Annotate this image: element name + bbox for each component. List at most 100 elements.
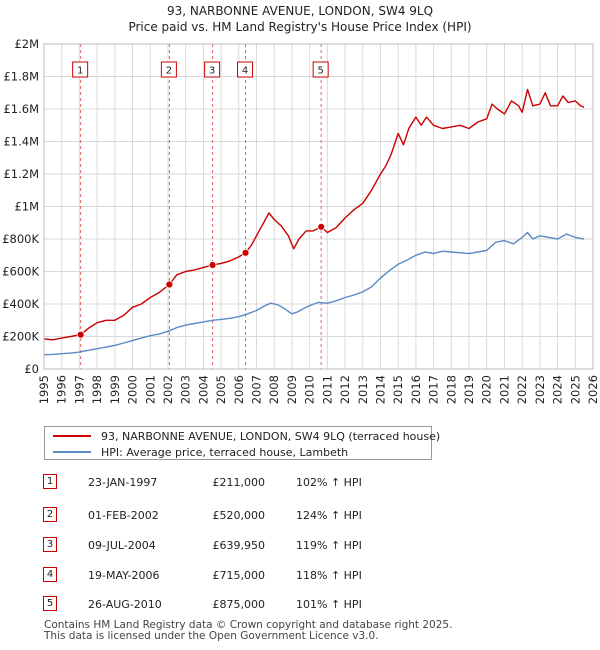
- sale-label-text: 2: [166, 66, 172, 77]
- x-tick-label: 2022: [515, 375, 529, 404]
- sale-price: £520,000: [212, 509, 266, 522]
- sale-price: £715,000: [212, 569, 266, 582]
- legend-item-property: 93, NARBONNE AVENUE, LONDON, SW4 9LQ (te…: [53, 428, 440, 444]
- sale-date: 09-JUL-2004: [88, 539, 156, 552]
- x-tick-label: 2014: [373, 375, 387, 404]
- sale-point: [208, 261, 217, 269]
- x-tick-label: 2021: [497, 375, 511, 404]
- x-tick-label: 1998: [90, 375, 104, 404]
- chart-subtitle: Price paid vs. HM Land Registry's House …: [128, 20, 471, 34]
- sale-label-box: [72, 61, 89, 78]
- plot-frame: [43, 43, 594, 370]
- x-tick-label: 2013: [356, 375, 370, 404]
- sale-number: 1: [43, 474, 57, 489]
- sale-price: £211,000: [212, 476, 266, 489]
- sale-label-text: 4: [242, 66, 248, 77]
- y-tick-label: £600K: [2, 265, 39, 279]
- x-tick-label: 2002: [161, 375, 175, 404]
- sale-date: 19-MAY-2006: [88, 569, 160, 582]
- sale-hpi: 124% ↑ HPI: [296, 509, 362, 522]
- x-tick-label: 1997: [72, 375, 86, 404]
- x-tick-label: 2011: [320, 375, 334, 404]
- x-tick-label: 2000: [126, 375, 140, 404]
- sale-number: 5: [43, 596, 57, 611]
- sale-hpi: 118% ↑ HPI: [296, 569, 362, 582]
- axes: £0 £200K £400K £600K £800K £1M £1.2M £1.4M £1.6M…: [2, 37, 600, 404]
- x-tick-label: 1996: [55, 375, 69, 404]
- x-tick-label: 2004: [196, 375, 210, 404]
- legend-swatch-hpi: [53, 451, 91, 453]
- sale-point: [76, 330, 85, 339]
- table-row: 4 19-MAY-2006 £715,000 118% ↑ HPI: [0, 567, 600, 587]
- property-price-line: [43, 88, 585, 341]
- chart-title: 93, NARBONNE AVENUE, LONDON, SW4 9LQ: [167, 4, 433, 18]
- y-tick-label: £1M: [14, 200, 39, 214]
- x-tick-label: 2020: [480, 375, 494, 404]
- x-tick-label: 2015: [391, 375, 405, 404]
- x-tick-label: 1999: [108, 375, 122, 404]
- x-tick-label: 2006: [232, 375, 246, 404]
- legend-label-hpi: HPI: Average price, terraced house, Lamb…: [101, 445, 349, 459]
- sale-price: £639,950: [212, 539, 266, 552]
- legend-item-hpi: HPI: Average price, terraced house, Lamb…: [53, 444, 348, 460]
- y-tick-label: £1.4M: [3, 135, 39, 149]
- x-tick-label: 2003: [179, 375, 193, 404]
- sale-date: 01-FEB-2002: [88, 509, 159, 522]
- x-tick-label: 2010: [303, 375, 317, 404]
- sale-number: 3: [43, 537, 57, 552]
- sale-date: 26-AUG-2010: [88, 598, 162, 611]
- y-tick-label: £200K: [2, 330, 39, 344]
- x-tick-label: 2012: [338, 375, 352, 404]
- x-tick-label: 2008: [267, 375, 281, 404]
- sale-hpi: 101% ↑ HPI: [296, 598, 362, 611]
- y-tick-label: £800K: [2, 232, 39, 246]
- sale-points: [76, 222, 326, 339]
- x-tick-label: 2019: [462, 375, 476, 404]
- footer: Contains HM Land Registry data © Crown c…: [44, 620, 452, 642]
- sale-label-text: 5: [317, 66, 323, 77]
- x-tick-label: 2017: [427, 375, 441, 404]
- x-tick-label: 2009: [285, 375, 299, 404]
- table-row: 5 26-AUG-2010 £875,000 101% ↑ HPI: [0, 596, 600, 616]
- x-tick-label: 2007: [250, 375, 264, 404]
- sale-price: £875,000: [212, 598, 266, 611]
- sale-label-text: 3: [209, 66, 215, 77]
- table-row: 2 01-FEB-2002 £520,000 124% ↑ HPI: [0, 507, 600, 527]
- sale-label-box: [204, 61, 221, 78]
- sale-label-box: [237, 61, 254, 78]
- price-chart: 93, NARBONNE AVENUE, LONDON, SW4 9LQ Pri…: [2, 4, 600, 404]
- table-row: 1 23-JAN-1997 £211,000 102% ↑ HPI: [0, 474, 600, 494]
- y-tick-label: £1.6M: [3, 102, 39, 116]
- x-tick-label: 2024: [551, 375, 565, 404]
- x-tick-label: 2025: [568, 375, 582, 404]
- sale-date: 23-JAN-1997: [88, 476, 158, 489]
- y-tick-label: £2M: [14, 37, 39, 51]
- sale-number: 2: [43, 507, 57, 522]
- y-tick-label: £1.8M: [3, 70, 39, 84]
- y-tick-label: £400K: [2, 297, 39, 311]
- sale-label-box: [160, 61, 177, 78]
- sale-point: [241, 248, 250, 257]
- legend: 93, NARBONNE AVENUE, LONDON, SW4 9LQ (te…: [44, 426, 440, 460]
- x-tick-label: 2018: [444, 375, 458, 404]
- series-lines: [43, 88, 585, 356]
- x-tick-label: 2016: [409, 375, 423, 404]
- sale-hpi: 119% ↑ HPI: [296, 539, 362, 552]
- y-tick-label: £0: [24, 362, 39, 376]
- y-tick-label: £1.2M: [3, 167, 39, 181]
- x-tick-label: 1995: [37, 375, 51, 404]
- table-row: 3 09-JUL-2004 £639,950 119% ↑ HPI: [0, 537, 600, 557]
- footer-copyright: Contains HM Land Registry data © Crown c…: [44, 619, 453, 631]
- sale-label-box: [312, 61, 329, 78]
- grid: [43, 43, 594, 370]
- x-tick-label: 2023: [533, 375, 547, 404]
- legend-label-property: 93, NARBONNE AVENUE, LONDON, SW4 9LQ (te…: [101, 429, 441, 443]
- sale-number: 4: [43, 567, 57, 582]
- sale-marker-labels: 1 2 3 4 5: [72, 61, 329, 78]
- x-tick-label: 2005: [214, 375, 228, 404]
- sale-label-text: 1: [77, 66, 83, 77]
- sale-point: [317, 222, 326, 231]
- legend-swatch-property: [53, 435, 91, 437]
- x-tick-label: 2026: [586, 375, 600, 404]
- sale-hpi: 102% ↑ HPI: [296, 476, 362, 489]
